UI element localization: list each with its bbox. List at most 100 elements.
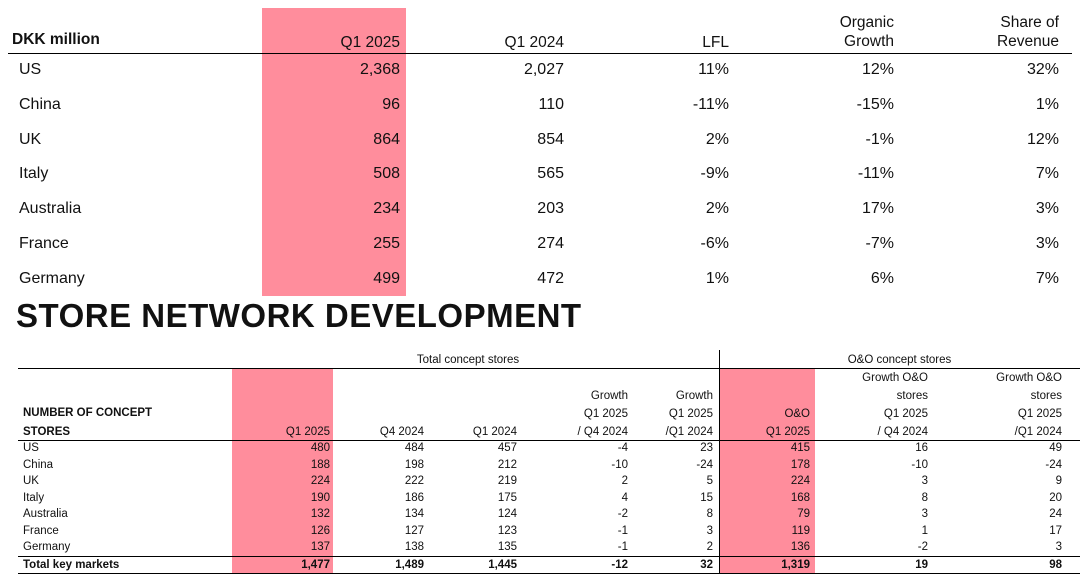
col-growth-q4-line2: Q1 2025 [583, 408, 628, 420]
cell-share: 3% [1035, 200, 1059, 218]
cell-share: 32% [1026, 61, 1059, 78]
col-growth-q4-line3: / Q4 2024 [577, 426, 628, 438]
cell-oo-q1-2025: 119 [791, 524, 810, 537]
col-oo-growth-q1-line3: Q1 2025 [1017, 408, 1062, 420]
cell-oo-growth-q4: 3 [921, 508, 928, 520]
cell-market: France [23, 524, 59, 537]
cell-q1-2025: 137 [310, 541, 330, 553]
stores-q1-2025-highlight [232, 368, 333, 574]
col-growth-q1-line3: /Q1 2024 [665, 426, 713, 438]
cell-q1-2025: 132 [310, 508, 330, 520]
cell-market: Australia [23, 508, 68, 520]
cell-oo-q1-2025: 178 [790, 458, 810, 471]
cell-growth-q1: 32 [700, 559, 713, 571]
col-oo-line1: O&O [784, 408, 810, 420]
col-growth-q4-line1: Growth [590, 390, 628, 402]
cell-growth-q4: -10 [611, 458, 628, 471]
q1-2025-highlight [262, 8, 406, 296]
stores-row: UK 224 222 219 2 5 224 3 9 [18, 473, 1080, 490]
cell-market: Australia [19, 200, 82, 218]
col-q4-2024: Q4 2024 [379, 426, 424, 438]
stores-row: US 480 484 457 -4 23 415 16 49 [18, 440, 1080, 457]
cell-q1-2024: 212 [497, 458, 517, 471]
header-q1-2024: Q1 2024 [504, 34, 564, 51]
header-q1-2025: Q1 2025 [340, 34, 400, 51]
cell-share: 1% [1035, 95, 1059, 113]
col-oo-growth-q4-line4: / Q4 2024 [877, 426, 928, 438]
cell-oo-growth-q4: 1 [921, 524, 928, 537]
cell-oo-growth-q1: 3 [1055, 541, 1062, 553]
cell-oo-growth-q4: -10 [911, 458, 928, 471]
cell-organic: -11% [857, 165, 894, 183]
cell-market: Italy [19, 165, 49, 183]
markets-row: Australia 234 203 2% 17% 3% [0, 192, 1080, 226]
cell-oo-growth-q4: 8 [921, 491, 928, 504]
cell-q1-2024: 175 [497, 491, 517, 504]
cell-growth-q1: 3 [706, 524, 713, 537]
cell-q1-2025: 2,368 [359, 61, 400, 78]
cell-growth-q1: 8 [706, 508, 713, 520]
stores-row: Australia 132 134 124 -2 8 79 3 24 [18, 506, 1080, 523]
cell-oo-growth-q4: 16 [915, 442, 928, 454]
cell-growth-q4: -4 [617, 442, 628, 454]
cell-oo-growth-q4: 3 [921, 475, 928, 487]
markets-row: France 255 274 -6% -7% 3% [0, 227, 1080, 261]
cell-q4-2024: 198 [404, 458, 424, 471]
cell-growth-q4: 2 [621, 475, 628, 487]
row-header-line2: STORES [23, 426, 71, 438]
cell-q1-2025: 1,477 [301, 559, 330, 571]
markets-row: UK 864 854 2% -1% 12% [0, 123, 1080, 157]
cell-growth-q4: -1 [617, 524, 628, 537]
cell-oo-q1-2025: 415 [790, 442, 810, 454]
cell-market: France [19, 235, 69, 252]
cell-q1-2024: 203 [537, 200, 564, 218]
group-total-concept-stores: Total concept stores [416, 354, 520, 366]
markets-header-rule [8, 53, 1072, 54]
cell-q1-2025: 864 [373, 130, 400, 148]
cell-growth-q1: 23 [700, 442, 713, 454]
cell-organic: -15% [856, 95, 894, 113]
markets-row: China 96 110 -11% -15% 1% [0, 88, 1080, 122]
markets-row: Italy 508 565 -9% -11% 7% [0, 157, 1080, 191]
cell-q4-2024: 484 [404, 442, 424, 454]
cell-market: UK [19, 130, 42, 148]
col-oo-growth-q4-line2: stores [896, 390, 928, 402]
cell-lfl: -9% [700, 165, 729, 183]
cell-q1-2024: 565 [537, 165, 564, 183]
cell-q1-2025: 96 [382, 95, 400, 113]
total-row: Total key markets 1,477 1,489 1,445 -12 32 1,3… [18, 557, 1080, 574]
cell-q1-2025: 234 [373, 200, 400, 218]
cell-organic: -7% [865, 235, 894, 252]
cell-growth-q1: 2 [706, 541, 713, 553]
bottom-rule [18, 573, 1080, 574]
cell-q1-2024: 854 [537, 130, 564, 148]
cell-oo-q1-2025: 136 [790, 541, 810, 553]
cell-growth-q1: -24 [696, 458, 713, 471]
stores-header-rule [18, 440, 1080, 441]
cell-lfl: 1% [705, 269, 729, 287]
cell-q1-2025: 480 [310, 442, 330, 454]
cell-lfl: -11% [692, 95, 729, 113]
stores-row: Germany 137 138 135 -1 2 136 -2 3 [18, 539, 1080, 556]
cell-oo-q1-2025: 1,319 [781, 559, 810, 571]
cell-market: US [19, 61, 42, 78]
cell-q1-2024: 457 [497, 442, 517, 454]
cell-share: 12% [1026, 130, 1059, 148]
cell-growth-q4: 4 [621, 491, 628, 504]
cell-market: Total key markets [23, 559, 120, 571]
cell-q4-2024: 134 [404, 508, 424, 520]
cell-growth-q4: -12 [611, 559, 628, 571]
cell-organic: 17% [861, 200, 894, 218]
col-growth-q1-line2: Q1 2025 [668, 408, 713, 420]
col-oo-growth-q4-line3: Q1 2025 [883, 408, 928, 420]
cell-q1-2024: 110 [538, 95, 564, 113]
cell-market: US [23, 442, 39, 454]
header-organic-line1: Organic [839, 14, 894, 31]
cell-q1-2025: 499 [373, 269, 400, 287]
cell-q1-2024: 1,445 [488, 559, 517, 571]
cell-market: Germany [19, 269, 85, 287]
cell-lfl: -6% [700, 235, 729, 252]
cell-oo-growth-q1: 98 [1049, 559, 1062, 571]
cell-organic: -1% [865, 130, 894, 148]
cell-oo-growth-q1: 24 [1049, 508, 1062, 520]
